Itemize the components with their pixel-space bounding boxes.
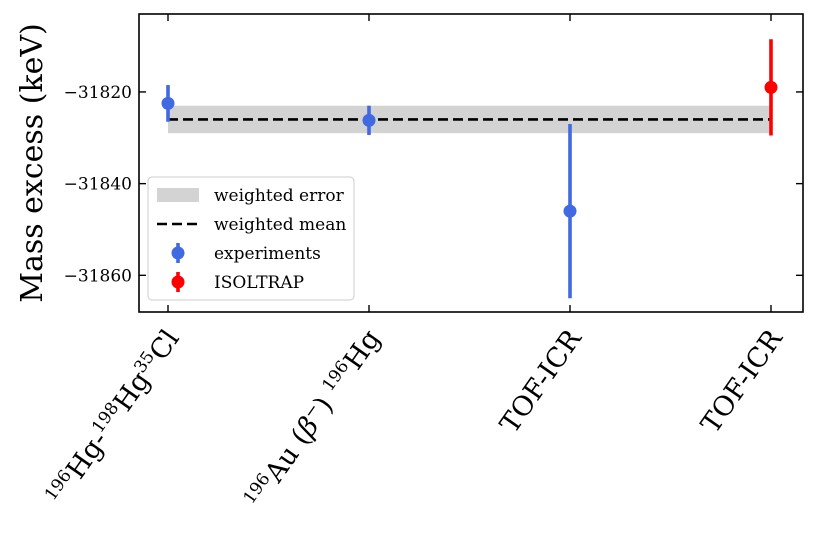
legend-handle-marker-2 bbox=[171, 246, 185, 260]
axes-frame bbox=[138, 13, 804, 313]
legend-handle-marker-3 bbox=[171, 275, 185, 289]
data-point-experiments-2 bbox=[563, 204, 577, 218]
data-point-experiments-0 bbox=[161, 96, 175, 110]
data-point-ISOLTRAP-0 bbox=[764, 80, 778, 94]
y-axis-label: Mass excess (keV) bbox=[15, 23, 50, 303]
legend-label-0: weighted error bbox=[214, 186, 345, 206]
legend-handle-weighted-error bbox=[157, 188, 199, 202]
plot-area bbox=[161, 39, 778, 299]
legend: weighted error weighted mean experiments IS… bbox=[147, 176, 355, 301]
y-tick-label-0: −31820 bbox=[64, 83, 132, 103]
legend-box bbox=[147, 176, 355, 301]
legend-label-3: ISOLTRAP bbox=[214, 273, 304, 293]
legend-label-1: weighted mean bbox=[214, 215, 346, 235]
y-tick-label-2: −31860 bbox=[64, 266, 132, 286]
legend-label-2: experiments bbox=[214, 244, 321, 264]
y-tick-label-1: −31840 bbox=[64, 175, 132, 195]
data-point-experiments-1 bbox=[362, 113, 376, 127]
